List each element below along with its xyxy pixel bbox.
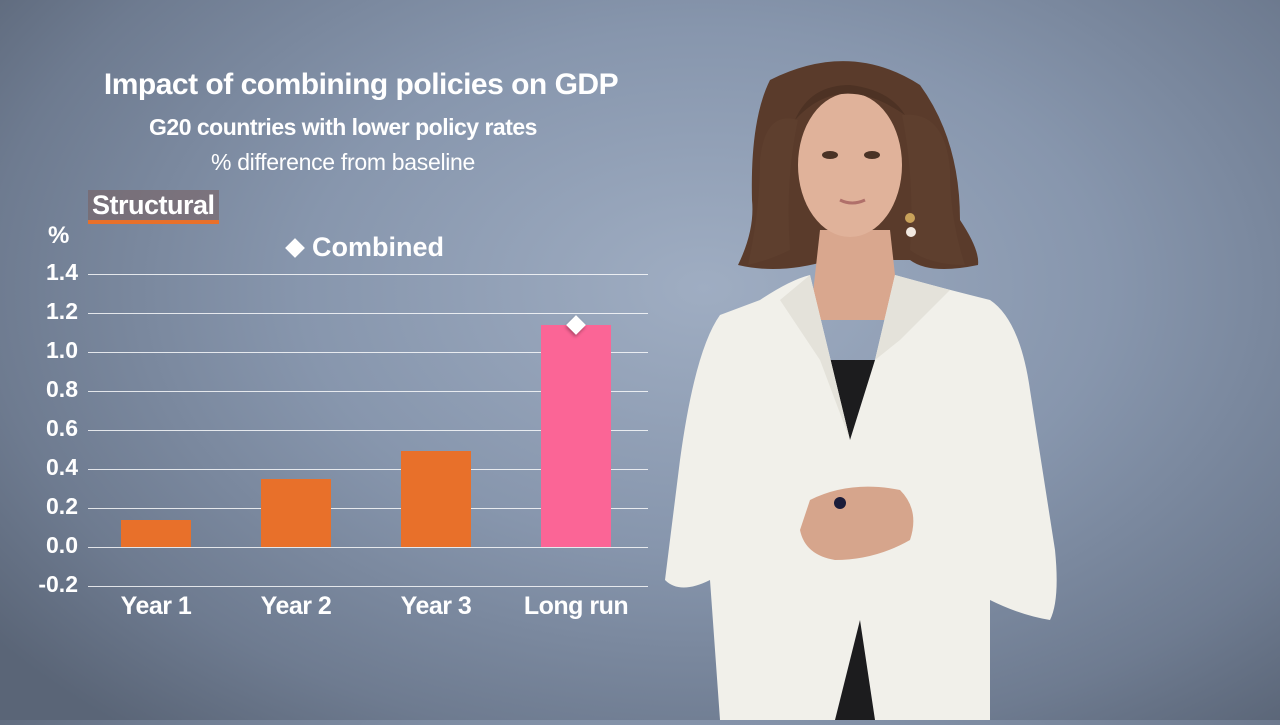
presenter-illustration xyxy=(665,61,1057,720)
diamond-icon xyxy=(285,237,305,258)
y-tick-label: 0.4 xyxy=(46,454,78,480)
bar-year-1 xyxy=(121,519,191,547)
chart-subtitle: G20 countries with lower policy rates xyxy=(149,114,537,140)
y-tick-label: 0.6 xyxy=(46,415,78,441)
chart-title: Impact of combining policies on GDP xyxy=(103,68,619,101)
x-tick-label: Year 3 xyxy=(400,592,472,620)
gridline xyxy=(88,391,648,392)
y-tick-label: 0.0 xyxy=(46,532,78,558)
y-tick-label: 1.2 xyxy=(46,298,78,324)
y-tick-label: 0.8 xyxy=(46,376,78,402)
gridline xyxy=(88,352,648,353)
bar-year-2 xyxy=(261,478,331,547)
chart-unit-line: % difference from baseline xyxy=(210,149,476,175)
y-axis-unit: % xyxy=(48,222,70,249)
x-tick-label: Year 2 xyxy=(260,592,332,620)
gridline xyxy=(88,547,648,548)
series-tag-structural: Structural xyxy=(88,190,219,224)
y-tick-label: 1.0 xyxy=(46,337,78,363)
y-tick-label: 0.2 xyxy=(46,493,78,519)
legend-label-combined: Combined xyxy=(312,232,444,262)
gridline xyxy=(88,274,648,275)
bar-long-run xyxy=(541,324,611,547)
gridline xyxy=(88,430,648,431)
bar-year-3 xyxy=(401,451,471,547)
y-tick-label: -0.2 xyxy=(38,571,78,597)
gridline xyxy=(88,586,648,587)
x-tick-label: Year 1 xyxy=(120,592,192,620)
y-tick-label: 1.4 xyxy=(46,259,78,285)
x-tick-label: Long run xyxy=(523,592,629,620)
presenter-photo xyxy=(660,60,1080,720)
legend: Combined xyxy=(285,232,444,263)
gridline xyxy=(88,469,648,470)
gridline xyxy=(88,313,648,314)
gridline xyxy=(88,508,648,509)
